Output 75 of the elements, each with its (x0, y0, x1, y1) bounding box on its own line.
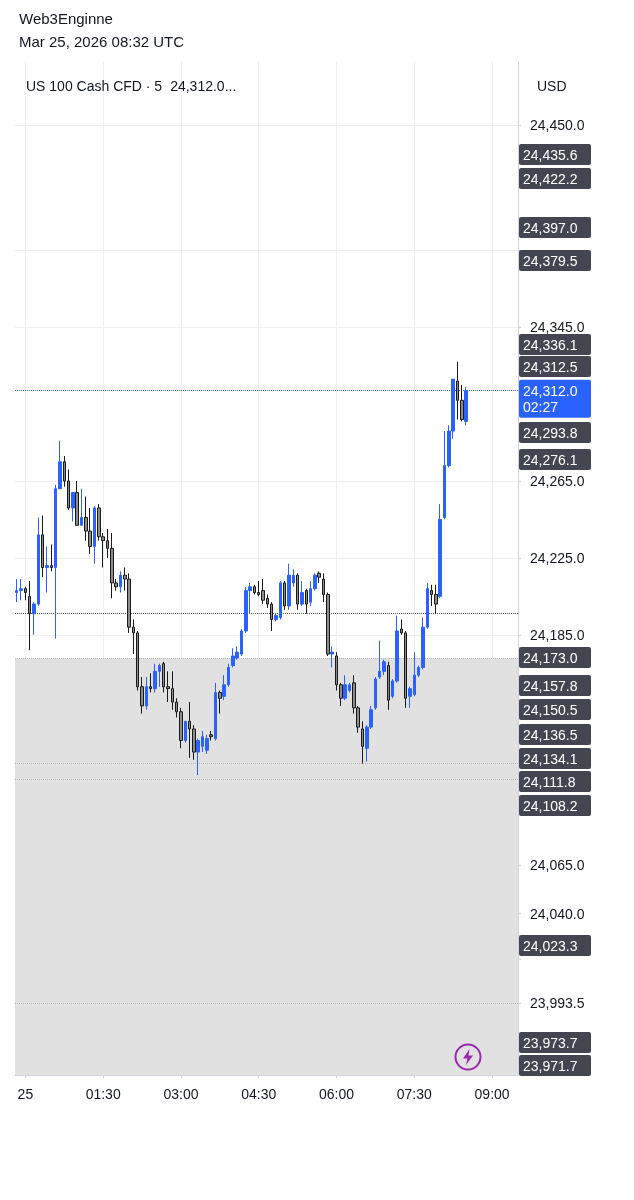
text: 24,379.5 (523, 253, 578, 269)
annotation: US 100 Cash CFD · 5 (26, 78, 163, 94)
candlestick (261, 578, 265, 605)
ref-line-label: 24,312.0 02:27 (523, 382, 578, 415)
chart-title: Web3Enginne (19, 10, 113, 27)
text: 23,971.7 (523, 1058, 578, 1074)
y-tick-label: 24,265.0 (530, 473, 585, 490)
candlestick (218, 690, 222, 715)
candlestick (80, 488, 83, 526)
candlestick (374, 676, 377, 711)
text: 24,150.5 (523, 702, 578, 718)
candlestick (28, 580, 31, 651)
x-tick-label: 25 (17, 1086, 34, 1102)
candlestick (253, 584, 256, 595)
candlestick (41, 515, 44, 578)
candlestick (343, 674, 347, 701)
text: 24,276.1 (523, 452, 578, 468)
candlestick (119, 570, 122, 594)
y-tick-label: 23,993.5 (530, 994, 585, 1011)
candlestick (296, 572, 299, 611)
text: 24,157.8 (523, 678, 578, 694)
candlestick (317, 570, 321, 584)
candlestick (205, 734, 209, 755)
candlestick (45, 545, 49, 594)
text: 24,397.0 (523, 220, 578, 236)
y-tick-label: 24,040.0 (530, 905, 585, 922)
y-tick-label: 24,065.0 (530, 857, 585, 874)
candlestick (283, 580, 286, 611)
candlestick (300, 580, 304, 607)
y-axis-title: USD (537, 78, 567, 94)
text: 24,435.6 (523, 147, 578, 163)
text: 24,023.3 (523, 938, 578, 954)
candlestick (434, 584, 438, 615)
candlestick (145, 676, 148, 711)
text: 24,293.8 (523, 425, 578, 441)
candlestick (110, 532, 114, 599)
candlestick (93, 505, 96, 565)
x-tick-label: 07:30 (396, 1086, 433, 1102)
chart-subtitle: Mar 25, 2026 08:32 UTC (19, 33, 185, 50)
x-tick-label: 06:00 (318, 1086, 355, 1102)
y-tick-label: 24,185.0 (530, 626, 585, 643)
x-tick-label: 09:00 (474, 1086, 510, 1102)
text: 24,134.1 (523, 751, 578, 767)
text: 24,111.8 (523, 774, 576, 790)
candlestick (149, 672, 152, 693)
candlestick (153, 663, 157, 693)
x-tick-label: 03:00 (163, 1086, 199, 1102)
candlestick (387, 661, 390, 711)
x-tick-label: 04:30 (241, 1086, 277, 1102)
candlestick (209, 730, 213, 742)
annotation: 24,312.0... (170, 78, 237, 94)
y-tick-label: 24,450.0 (530, 117, 585, 134)
candlestick (24, 586, 27, 601)
candlestick (361, 720, 364, 765)
candlestick (287, 563, 291, 611)
candlestick (184, 720, 187, 743)
candlestick (231, 647, 235, 668)
candlestick (71, 492, 75, 522)
candlestick (438, 503, 442, 599)
candlestick (305, 588, 308, 615)
text: 24,108.2 (523, 798, 578, 814)
candlestick (214, 682, 217, 742)
text: 24,336.1 (523, 337, 578, 353)
text: 23,973.7 (523, 1035, 578, 1051)
candlestick (19, 578, 23, 601)
text: 24,136.5 (523, 727, 578, 743)
x-tick-label: 01:30 (85, 1086, 121, 1102)
candlestick (330, 645, 334, 668)
candlestick (50, 543, 53, 572)
text: 24,312.5 (523, 359, 578, 375)
y-tick-label: 24,225.0 (530, 549, 585, 566)
text: 24,422.2 (523, 171, 578, 187)
text: 24,173.0 (523, 650, 578, 666)
candlestick (75, 480, 79, 526)
y-tick-label: 24,345.0 (530, 319, 585, 336)
